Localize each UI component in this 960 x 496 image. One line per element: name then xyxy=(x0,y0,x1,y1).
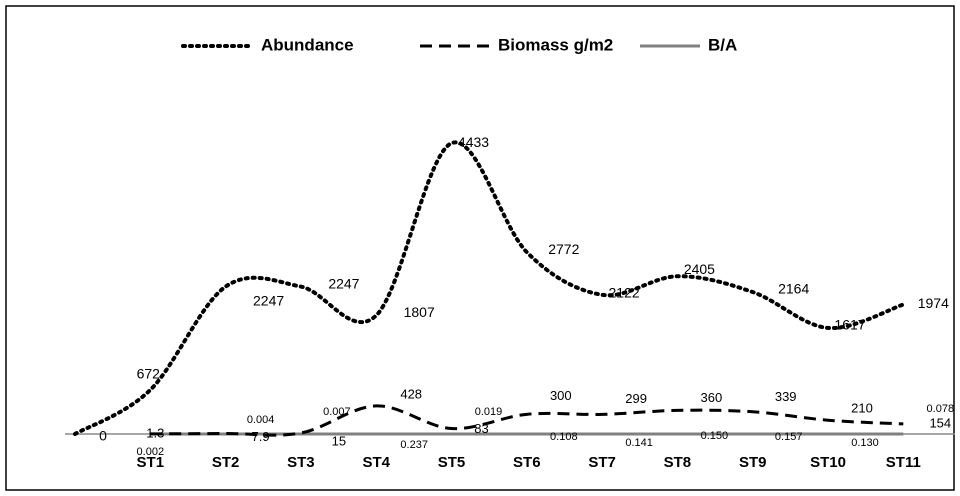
x-tick-label: ST4 xyxy=(362,454,390,471)
x-tick-label: ST1 xyxy=(137,454,165,471)
data-label: 360 xyxy=(701,390,723,405)
data-label: 2405 xyxy=(684,261,715,277)
data-label: 0.078 xyxy=(927,403,955,415)
data-label: 0.141 xyxy=(625,437,653,449)
x-tick-label: ST3 xyxy=(287,454,315,471)
data-label: 300 xyxy=(550,388,572,403)
data-label: 1807 xyxy=(404,304,435,320)
data-label: 2247 xyxy=(328,275,359,291)
data-label: 1617 xyxy=(834,317,865,333)
x-tick-label: ST2 xyxy=(212,454,240,471)
legend-label: B/A xyxy=(708,35,737,54)
x-tick-label: ST6 xyxy=(513,454,541,471)
data-label: 0.108 xyxy=(550,431,578,443)
data-label: 2164 xyxy=(778,281,809,297)
legend-label: Abundance xyxy=(261,35,354,54)
data-label: 0.237 xyxy=(400,439,428,451)
x-tick-label: ST7 xyxy=(588,454,616,471)
data-label: 0 xyxy=(99,428,107,444)
data-label: 0.130 xyxy=(851,437,879,449)
series-line xyxy=(150,404,904,437)
data-label: 154 xyxy=(929,415,951,430)
data-label: 0.150 xyxy=(701,430,729,442)
data-label: 210 xyxy=(851,401,873,416)
legend-label: Biomass g/m2 xyxy=(498,35,613,54)
data-label: 7.9 xyxy=(252,429,270,444)
data-label: 1.3 xyxy=(146,425,164,440)
data-label: 2247 xyxy=(253,292,284,308)
data-label: 0.157 xyxy=(775,431,803,443)
x-tick-label: ST11 xyxy=(886,454,921,471)
x-tick-label: ST8 xyxy=(664,454,692,471)
data-label: 339 xyxy=(775,389,797,404)
data-label: 2122 xyxy=(609,284,640,300)
data-label: 672 xyxy=(137,366,161,382)
data-label: 2772 xyxy=(548,241,579,257)
data-label: 0.019 xyxy=(475,406,503,418)
series-line xyxy=(73,140,906,436)
data-label: 0.007 xyxy=(323,406,351,418)
data-label: 15 xyxy=(332,433,346,448)
data-label: 299 xyxy=(625,391,647,406)
x-tick-label: ST10 xyxy=(810,454,846,471)
x-tick-label: ST9 xyxy=(739,454,767,471)
data-label: 4433 xyxy=(458,134,489,150)
data-label: 83 xyxy=(474,421,488,436)
data-label: 0.002 xyxy=(137,446,165,458)
data-label: 428 xyxy=(400,386,422,401)
data-label: 1974 xyxy=(918,295,949,311)
data-label: 0.004 xyxy=(247,414,275,426)
x-tick-label: ST5 xyxy=(438,454,466,471)
chart-border xyxy=(5,5,955,491)
